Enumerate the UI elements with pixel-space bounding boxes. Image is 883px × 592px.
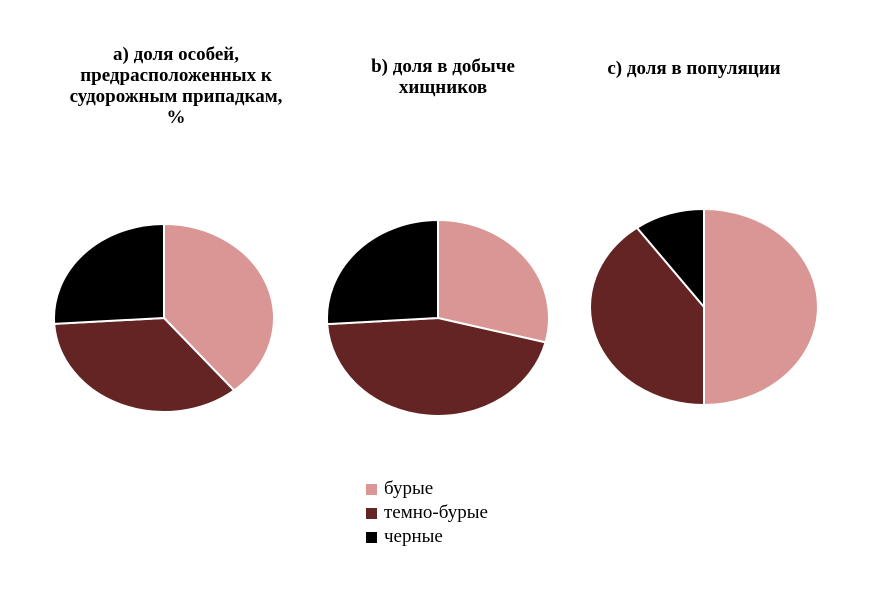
legend-item-temno-burye: темно-бурые xyxy=(366,501,488,525)
pie-c xyxy=(589,208,819,406)
pie-c-slice-0 xyxy=(703,208,819,406)
legend-label-burye: бурые xyxy=(384,478,434,499)
legend-item-chernye: черные xyxy=(366,525,488,549)
pie-c-slice-2 xyxy=(635,208,705,308)
legend-label-temno-burye: темно-бурые xyxy=(384,502,488,523)
pie-a-slice-2 xyxy=(53,223,165,325)
pie-b-slice-0 xyxy=(437,219,550,344)
legend-marker-chernye xyxy=(366,531,377,543)
pie-c-slice-1 xyxy=(589,226,705,406)
pie-a-title: a) доля особей, предрасположенных к судо… xyxy=(69,44,283,128)
pie-b-title: b) доля в добыче хищников xyxy=(371,56,515,98)
pie-a-slice-0 xyxy=(163,223,275,392)
pie-b-slice-1 xyxy=(326,317,547,417)
pie-c-title: c) доля в популяции xyxy=(607,58,781,79)
pie-a xyxy=(53,223,275,413)
pie-b xyxy=(326,219,550,417)
legend-item-burye: бурые xyxy=(366,477,488,501)
legend-marker-burye xyxy=(366,483,377,495)
pie-b-slice-2 xyxy=(326,219,439,326)
pie-a-slice-1 xyxy=(53,317,236,413)
legend: бурые темно-бурые черные xyxy=(366,477,488,549)
legend-label-chernye: черные xyxy=(384,526,443,547)
legend-marker-temno-burye xyxy=(366,507,377,519)
